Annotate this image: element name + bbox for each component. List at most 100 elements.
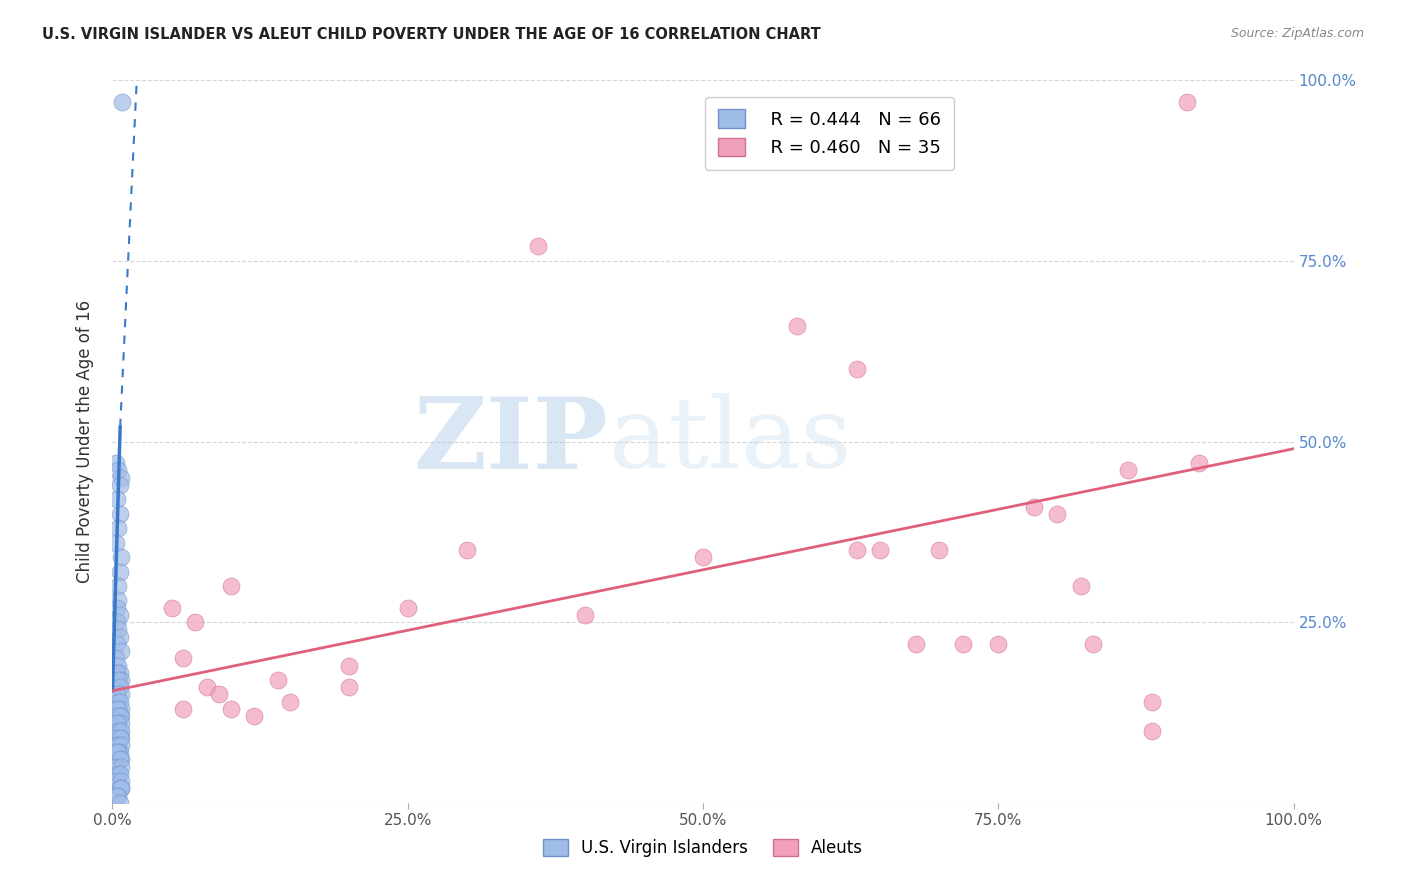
Point — [107, 521, 129, 535]
Point — [105, 615, 128, 630]
Point — [105, 709, 128, 723]
Point — [107, 623, 129, 637]
Point — [786, 318, 808, 333]
Point — [105, 716, 128, 731]
Point — [107, 463, 129, 477]
Legend: U.S. Virgin Islanders, Aleuts: U.S. Virgin Islanders, Aleuts — [533, 829, 873, 867]
Point — [1046, 507, 1069, 521]
Point — [928, 542, 950, 557]
Point — [111, 95, 134, 109]
Point — [105, 492, 128, 507]
Point — [110, 781, 132, 796]
Point — [105, 651, 128, 665]
Point — [107, 673, 129, 687]
Point — [107, 695, 129, 709]
Point — [108, 478, 131, 492]
Point — [396, 600, 419, 615]
Point — [105, 687, 128, 701]
Text: atlas: atlas — [609, 393, 851, 490]
Point — [1116, 463, 1139, 477]
Point — [108, 745, 131, 759]
Point — [108, 665, 131, 680]
Point — [107, 579, 129, 593]
Point — [105, 731, 128, 745]
Point — [526, 239, 548, 253]
Point — [108, 630, 131, 644]
Point — [1175, 95, 1198, 109]
Point — [110, 673, 132, 687]
Point — [110, 550, 132, 565]
Point — [1188, 456, 1211, 470]
Point — [105, 738, 128, 752]
Point — [1081, 637, 1104, 651]
Point — [110, 723, 132, 738]
Point — [987, 637, 1010, 651]
Point — [108, 507, 131, 521]
Point — [107, 716, 129, 731]
Point — [107, 702, 129, 716]
Point — [845, 542, 868, 557]
Point — [1140, 723, 1163, 738]
Point — [108, 709, 131, 723]
Point — [105, 456, 128, 470]
Point — [110, 470, 132, 484]
Point — [107, 738, 129, 752]
Point — [105, 600, 128, 615]
Point — [108, 767, 131, 781]
Point — [160, 600, 183, 615]
Point — [1070, 579, 1092, 593]
Point — [904, 637, 927, 651]
Point — [110, 760, 132, 774]
Point — [110, 687, 132, 701]
Point — [105, 745, 128, 759]
Text: ZIP: ZIP — [413, 393, 609, 490]
Point — [110, 644, 132, 658]
Point — [110, 781, 132, 796]
Point — [219, 579, 242, 593]
Point — [108, 695, 131, 709]
Point — [243, 709, 266, 723]
Point — [172, 651, 194, 665]
Point — [110, 702, 132, 716]
Point — [105, 789, 128, 803]
Point — [108, 565, 131, 579]
Point — [105, 535, 128, 549]
Point — [105, 665, 128, 680]
Point — [107, 723, 129, 738]
Point — [105, 637, 128, 651]
Point — [108, 607, 131, 622]
Point — [195, 680, 218, 694]
Point — [107, 658, 129, 673]
Point — [337, 658, 360, 673]
Text: U.S. VIRGIN ISLANDER VS ALEUT CHILD POVERTY UNDER THE AGE OF 16 CORRELATION CHAR: U.S. VIRGIN ISLANDER VS ALEUT CHILD POVE… — [42, 27, 821, 42]
Point — [172, 702, 194, 716]
Point — [107, 745, 129, 759]
Point — [108, 723, 131, 738]
Point — [845, 362, 868, 376]
Point — [456, 542, 478, 557]
Point — [110, 774, 132, 789]
Point — [952, 637, 974, 651]
Point — [1022, 500, 1045, 514]
Point — [107, 789, 129, 803]
Point — [108, 781, 131, 796]
Point — [110, 752, 132, 766]
Point — [110, 716, 132, 731]
Text: Source: ZipAtlas.com: Source: ZipAtlas.com — [1230, 27, 1364, 40]
Point — [108, 796, 131, 810]
Point — [267, 673, 290, 687]
Point — [107, 593, 129, 607]
Y-axis label: Child Poverty Under the Age of 16: Child Poverty Under the Age of 16 — [76, 300, 94, 583]
Point — [208, 687, 231, 701]
Point — [219, 702, 242, 716]
Point — [108, 680, 131, 694]
Point — [108, 752, 131, 766]
Point — [105, 774, 128, 789]
Point — [110, 731, 132, 745]
Point — [107, 767, 129, 781]
Point — [869, 542, 891, 557]
Point — [105, 702, 128, 716]
Point — [692, 550, 714, 565]
Point — [110, 738, 132, 752]
Point — [110, 709, 132, 723]
